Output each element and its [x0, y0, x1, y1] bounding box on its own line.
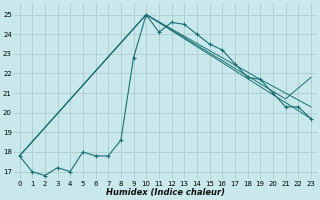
- X-axis label: Humidex (Indice chaleur): Humidex (Indice chaleur): [106, 188, 225, 197]
